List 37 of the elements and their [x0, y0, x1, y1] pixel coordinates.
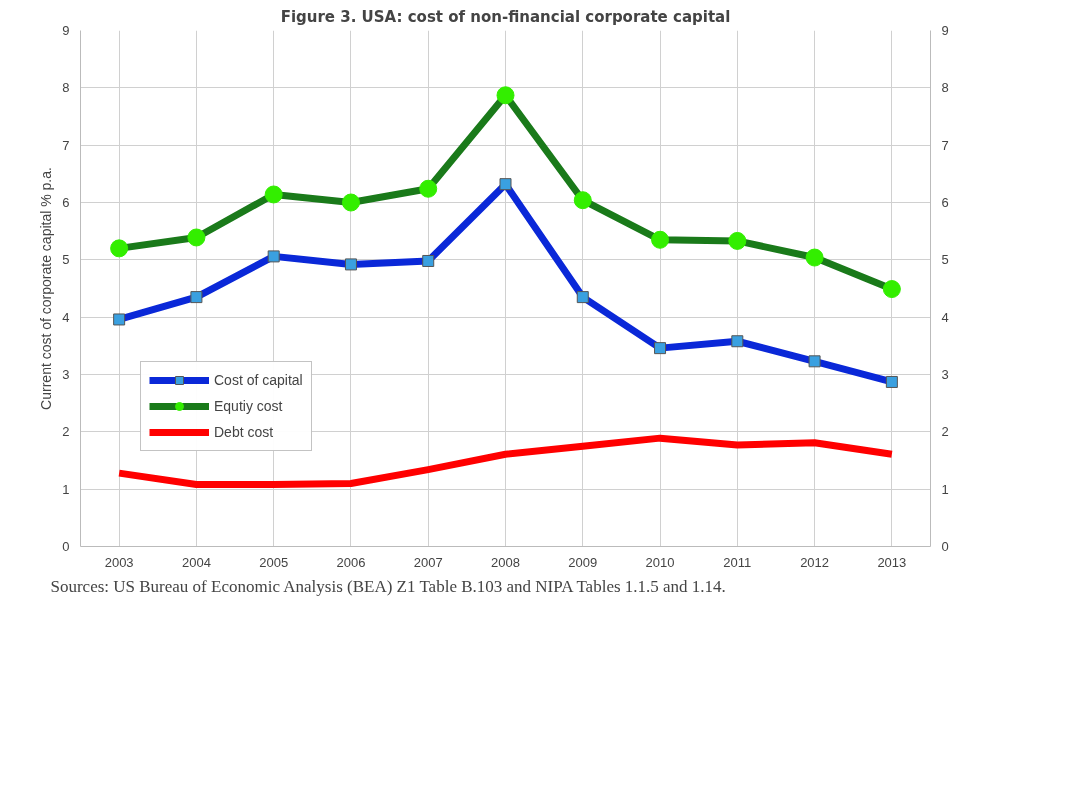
y2-tick-label: 1	[941, 481, 949, 497]
x-tick-label: 2003	[104, 554, 134, 570]
y2-tick-label: 2	[941, 424, 949, 440]
x-tick-label: 2010	[645, 554, 675, 570]
y2-tick-label: 4	[941, 309, 949, 325]
y-tick-label: 9	[62, 23, 70, 38]
y-tick-label: 3	[62, 367, 70, 382]
x-tick-label: 2007	[413, 554, 443, 570]
y2-tick-label: 3	[941, 367, 949, 382]
x-tick-label: 2011	[723, 554, 752, 570]
x-tick-label: 2008	[491, 554, 520, 570]
y2-tick-label: 8	[941, 80, 949, 96]
y-tick-label: 6	[62, 195, 70, 210]
y2-tick-label: 6	[941, 195, 949, 210]
y-tick-label: 2	[62, 424, 70, 440]
y-tick-label: 5	[62, 252, 70, 268]
x-tick-label: 2006	[336, 554, 366, 570]
legend-label: Debt cost	[214, 424, 274, 440]
y2-tick-label: 0	[941, 539, 949, 554]
legend-label: Cost of capital	[214, 372, 303, 388]
x-tick-label: 2012	[800, 554, 830, 570]
y-tick-label: 4	[62, 309, 70, 325]
y-axis-title: Current cost of corporate capital % p.a.	[38, 167, 55, 410]
y2-tick-label: 9	[941, 23, 949, 38]
y2-tick-label: 7	[941, 137, 949, 153]
x-tick-label: 2009	[568, 554, 598, 570]
source-note: Sources: US Bureau of Economic Analysis (BEA) Z1 Table B.103 and NIPA Tables 1.1.5 and 1.14.	[50, 576, 726, 596]
x-tick-label: 2013	[877, 554, 907, 570]
x-tick-label: 2005	[259, 554, 289, 570]
y-tick-label: 8	[62, 80, 70, 96]
chart-title: Figure 3. USA: cost of non-financial corporate capital	[280, 7, 731, 26]
y2-tick-label: 5	[941, 252, 949, 268]
y-tick-label: 1	[62, 481, 70, 497]
x-tick-label: 2004	[181, 554, 211, 570]
y-tick-label: 0	[62, 539, 70, 554]
legend-label: Equtiy cost	[214, 398, 283, 414]
y-tick-label: 7	[62, 137, 70, 153]
